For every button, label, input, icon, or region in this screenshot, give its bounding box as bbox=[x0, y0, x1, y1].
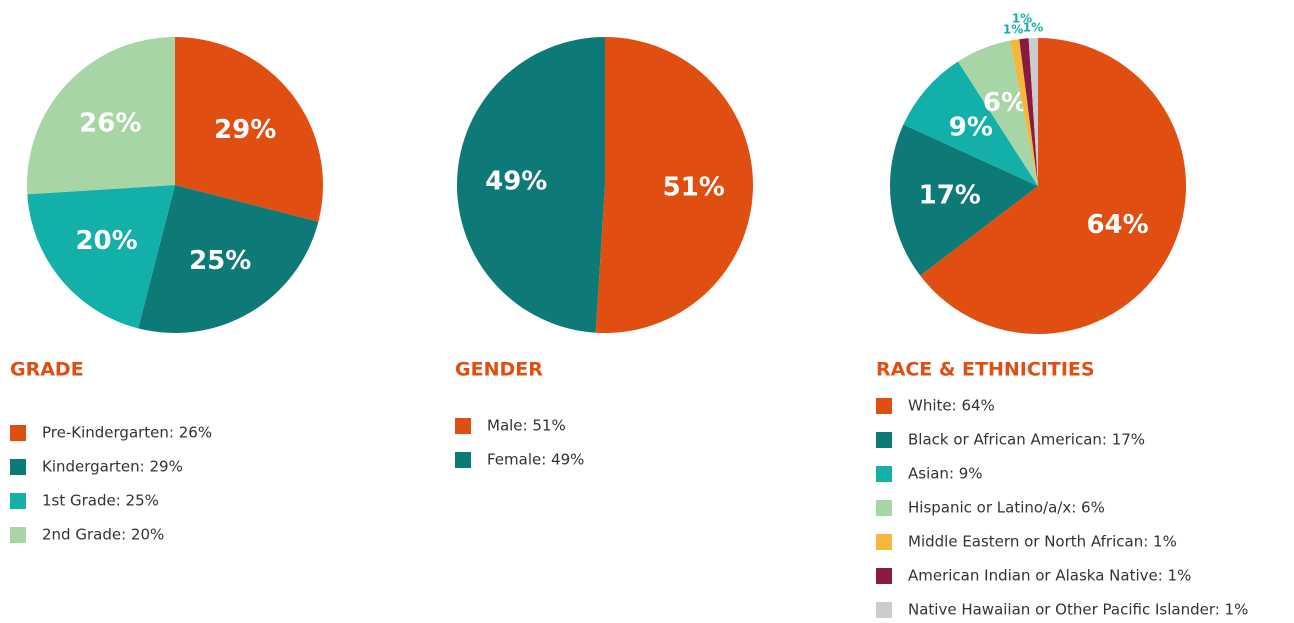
pie-slice bbox=[1028, 38, 1038, 186]
legend-swatch bbox=[876, 466, 892, 482]
legend-label: Kindergarten: 29% bbox=[42, 458, 183, 476]
legend-label: Hispanic or Latino/a/x: 6% bbox=[908, 499, 1105, 517]
slice-label: 25% bbox=[189, 246, 251, 276]
slice-label: 17% bbox=[919, 180, 981, 210]
legend-swatch bbox=[876, 432, 892, 448]
legend-swatch bbox=[10, 425, 26, 441]
slice-label: 49% bbox=[485, 167, 547, 197]
chart-title: GRADE bbox=[10, 359, 84, 381]
pie-slice bbox=[920, 38, 1186, 334]
legend-swatch bbox=[876, 500, 892, 516]
chart-title: RACE & ETHNICITIES bbox=[876, 359, 1095, 381]
legend-swatch bbox=[10, 459, 26, 475]
legend-label: Female: 49% bbox=[487, 451, 584, 469]
pie-slice bbox=[889, 124, 1038, 276]
slice-label: 1% bbox=[1012, 11, 1032, 25]
pie-slice bbox=[595, 37, 754, 334]
legend-swatch bbox=[10, 493, 26, 509]
legend-label: Male: 51% bbox=[487, 417, 566, 435]
legend-swatch bbox=[876, 534, 892, 550]
legend-label: American Indian or Alaska Native: 1% bbox=[908, 567, 1191, 585]
pie-slice bbox=[457, 37, 605, 333]
legend-label: Pre-Kindergarten: 26% bbox=[42, 424, 212, 442]
slice-label: 29% bbox=[214, 115, 276, 145]
pie-slice bbox=[1009, 39, 1038, 186]
slice-label: 1% bbox=[1003, 22, 1023, 36]
slice-label: 26% bbox=[79, 109, 141, 139]
pie-slice bbox=[26, 37, 175, 195]
slice-label: 51% bbox=[663, 172, 725, 202]
pie-slice bbox=[27, 185, 176, 329]
slice-label: 20% bbox=[75, 226, 137, 256]
pie-slice bbox=[175, 37, 324, 222]
legend-label: Asian: 9% bbox=[908, 465, 983, 483]
chart-title: GENDER bbox=[455, 359, 543, 381]
legend-label: White: 64% bbox=[908, 397, 995, 415]
pie-slice bbox=[903, 61, 1038, 186]
legend-swatch bbox=[10, 527, 26, 543]
legend-swatch bbox=[455, 418, 471, 434]
legend-label: 2nd Grade: 20% bbox=[42, 526, 164, 544]
pie-slice bbox=[957, 40, 1038, 186]
legend-swatch bbox=[876, 398, 892, 414]
slice-label: 1% bbox=[1023, 21, 1043, 35]
legend-swatch bbox=[876, 602, 892, 618]
legend-swatch bbox=[876, 568, 892, 584]
slice-label: 9% bbox=[949, 112, 993, 142]
pie-slice bbox=[1019, 38, 1038, 186]
slice-label: 64% bbox=[1086, 210, 1148, 240]
legend-label: Middle Eastern or North African: 1% bbox=[908, 533, 1177, 551]
legend-label: 1st Grade: 25% bbox=[42, 492, 159, 510]
pie-slice bbox=[138, 185, 319, 333]
slice-label: 6% bbox=[983, 88, 1027, 118]
legend-label: Native Hawaiian or Other Pacific Islande… bbox=[908, 601, 1248, 619]
legend-swatch bbox=[455, 452, 471, 468]
legend-label: Black or African American: 17% bbox=[908, 431, 1145, 449]
